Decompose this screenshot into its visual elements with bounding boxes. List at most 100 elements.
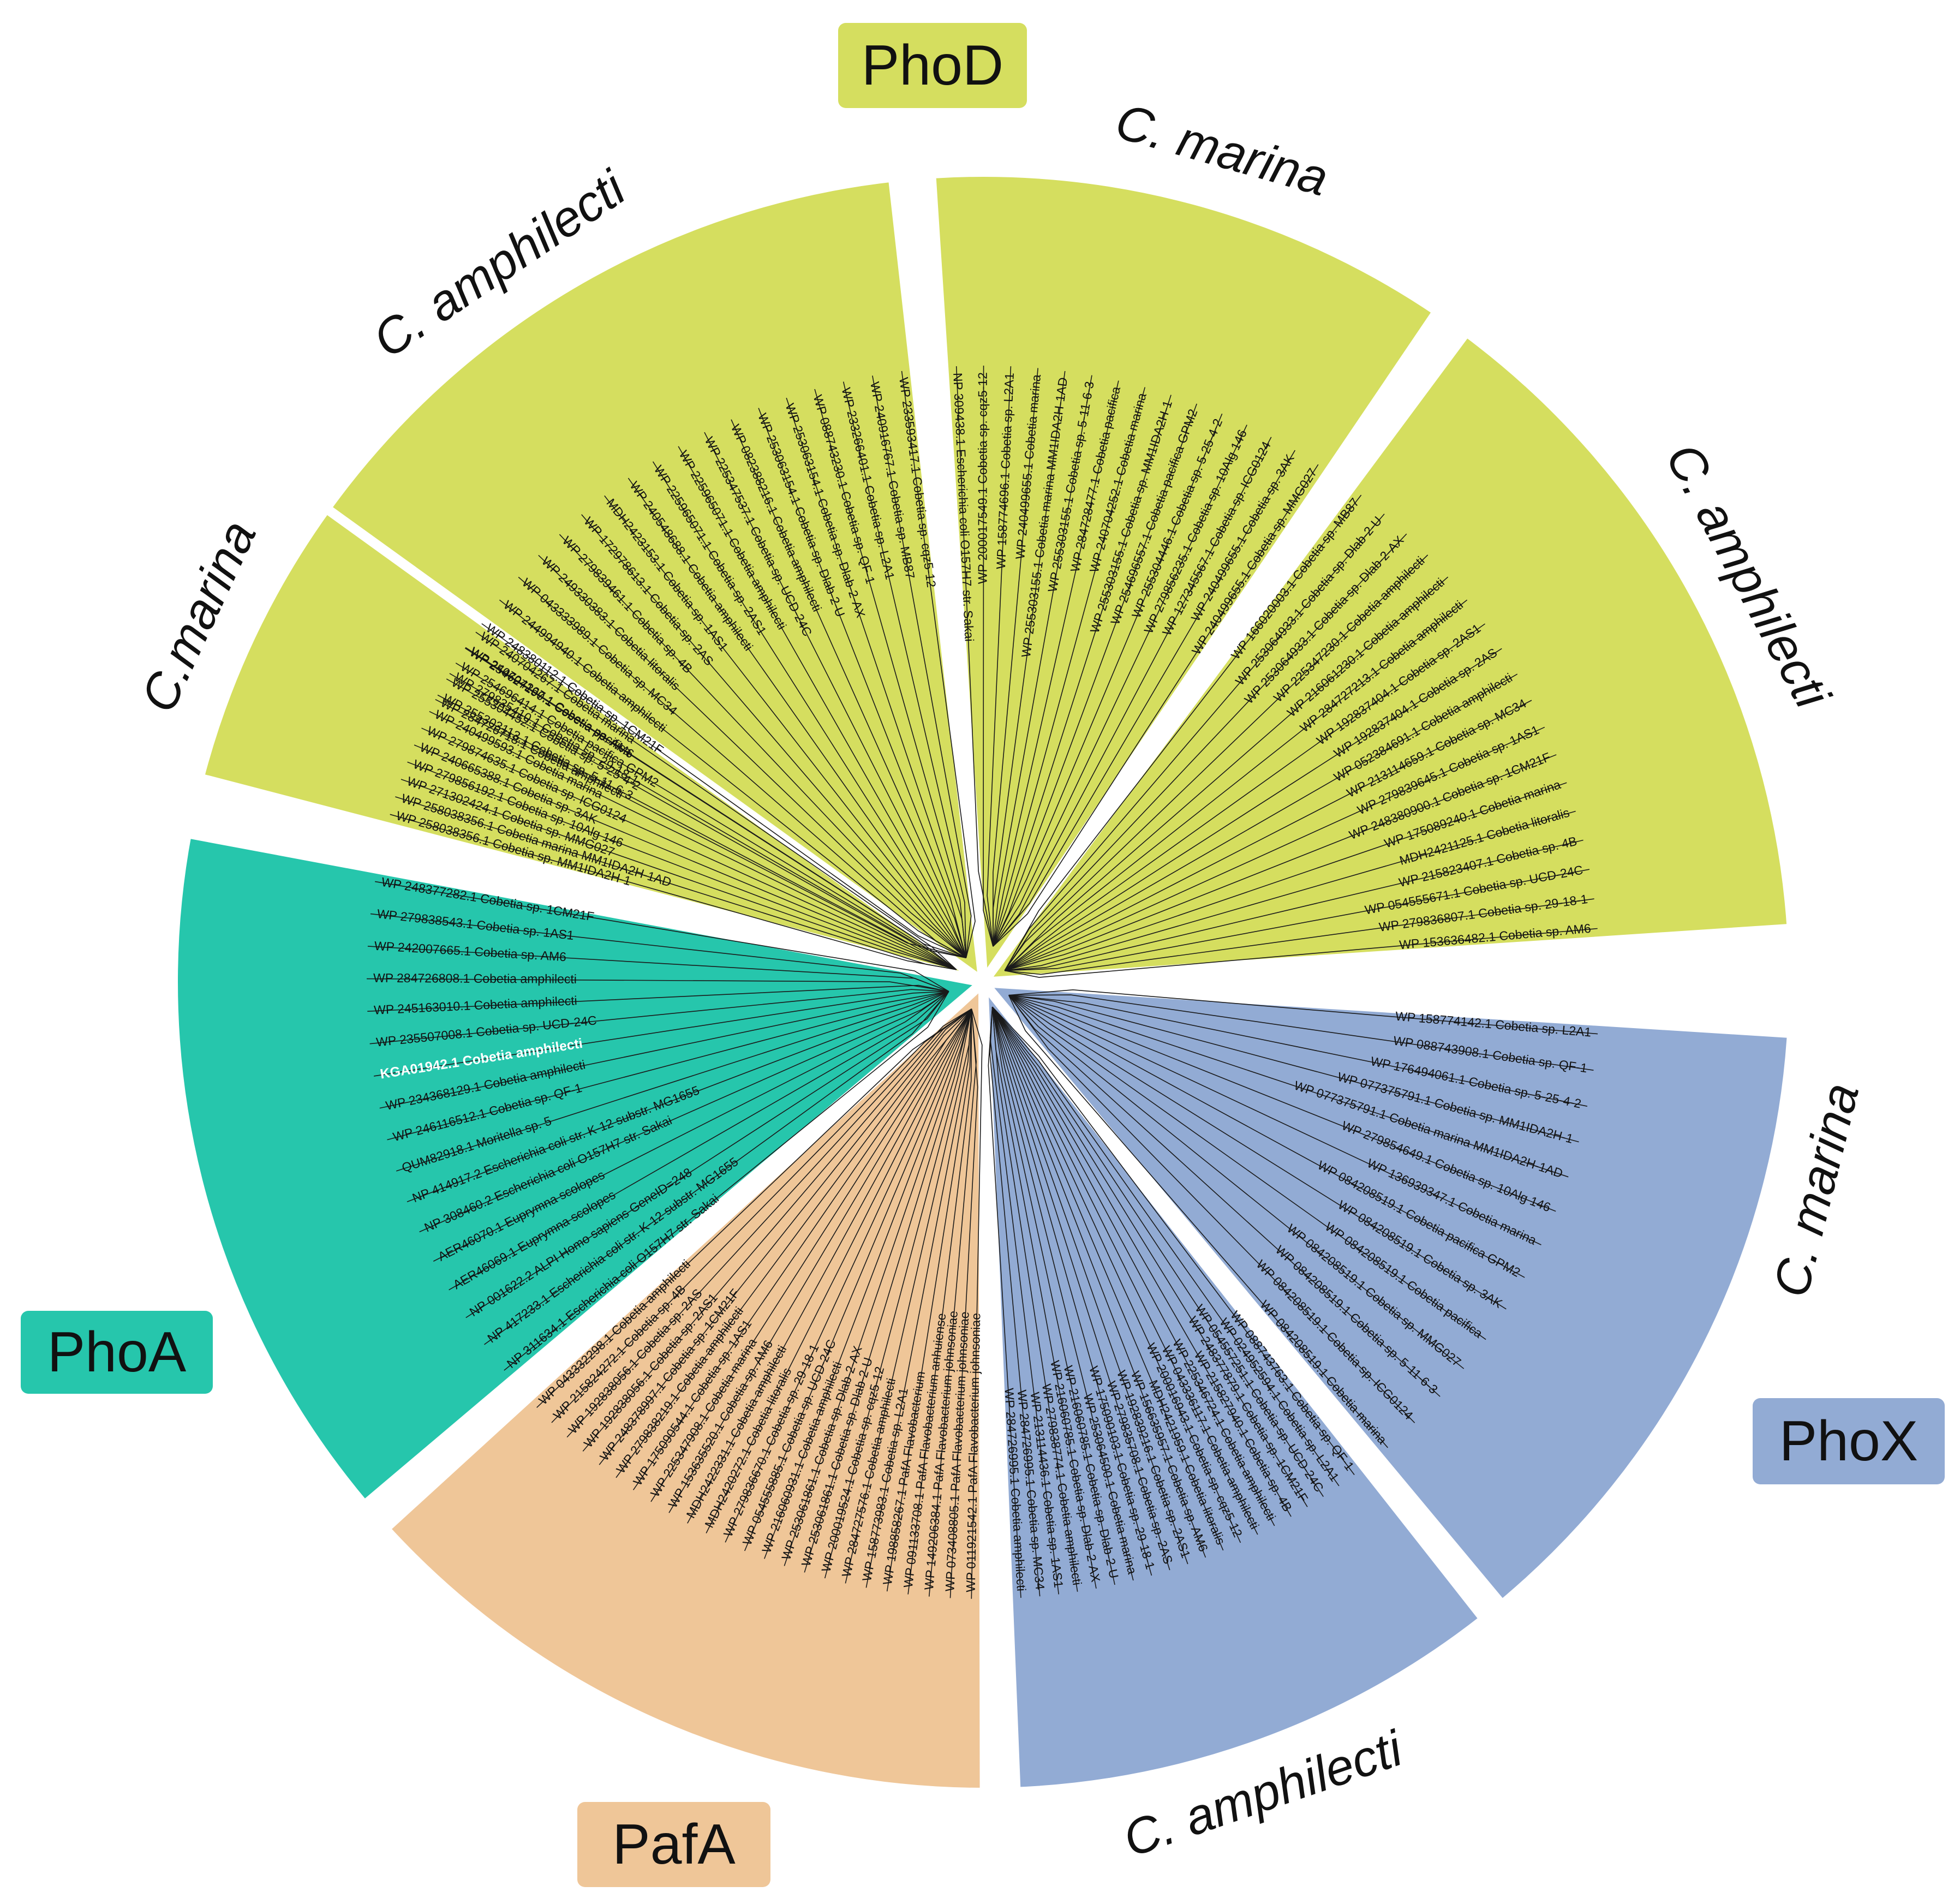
tree-branch: [1008, 994, 1525, 1278]
tree-branch: [678, 446, 967, 958]
tree-branch: [536, 1008, 972, 1408]
tree-branch: [1004, 623, 1485, 971]
tree-branch: [704, 432, 967, 958]
leaf-label: WP 200017549.1 Cobetia sp. cqz5-12: [975, 372, 989, 584]
tree-branch: [955, 366, 994, 947]
group-label-phox: PhoX: [1753, 1398, 1945, 1484]
tree-branch: [604, 495, 967, 958]
tree-branch: [367, 978, 949, 992]
tree-branch: [764, 1008, 972, 1559]
tree-branches: [367, 365, 1598, 1599]
tree-branch: [687, 1008, 972, 1524]
tree-branch: [407, 990, 949, 1202]
tree-branch: [824, 1008, 972, 1579]
tree-branch: [992, 1006, 1324, 1497]
group-label-phoa: PhoA: [21, 1311, 213, 1394]
tree-branch: [993, 371, 1066, 947]
tree-branch: [449, 673, 966, 959]
tree-branch: [1004, 700, 1532, 971]
tree-branch: [504, 991, 949, 1371]
tree-branch: [992, 1006, 1308, 1507]
tree-branch: [991, 1006, 1241, 1543]
tree-branch: [628, 478, 967, 958]
tree-branch: [374, 990, 949, 1077]
tree-branch: [370, 913, 949, 992]
tree-branch: [1008, 995, 1388, 1448]
tree-branch: [369, 989, 949, 1044]
tree-branch: [421, 727, 957, 970]
tree-branch: [518, 576, 966, 958]
tree-branch: [414, 744, 957, 970]
tree-branch: [435, 699, 966, 959]
tree-branch: [991, 1006, 1206, 1558]
tree-branch: [991, 1007, 1078, 1592]
tree-branch: [845, 1008, 972, 1584]
tree-branch: [449, 991, 949, 1291]
tree-branch: [1004, 782, 1567, 971]
tree-branch: [814, 389, 967, 958]
tree-branch: [455, 662, 957, 970]
tree-branch: [971, 1008, 983, 1599]
tree-branch: [725, 1008, 972, 1543]
tree-branch: [1004, 576, 1449, 971]
tree-branch: [993, 387, 1146, 947]
tree-branch: [1008, 989, 1598, 1035]
tree-branch: [1004, 554, 1429, 971]
sector-pafa: [378, 971, 990, 1798]
tree-branch: [1004, 648, 1502, 971]
tree-branch: [706, 1008, 972, 1533]
tree-branch: [446, 678, 957, 970]
tree-branch: [991, 1006, 1188, 1565]
tree-branch: [983, 365, 994, 947]
tree-branch: [481, 623, 966, 958]
tree-branch: [928, 1008, 977, 1597]
tree-branch: [1005, 810, 1576, 971]
tree-branch: [991, 1006, 1275, 1526]
tree-branch: [1008, 994, 1569, 1178]
tree-branch: [1008, 994, 1579, 1143]
tree-branch: [993, 413, 1223, 947]
tree-branch: [991, 1006, 1258, 1535]
tree-branch: [991, 1006, 1292, 1517]
tree-branch: [407, 761, 957, 970]
tree-branch: [991, 1006, 1170, 1571]
tree-branch: [429, 711, 957, 970]
tree-branch: [566, 1008, 972, 1438]
tree-branch: [465, 991, 949, 1318]
tree-branch: [1004, 673, 1518, 971]
tree-branch: [872, 375, 972, 958]
tree-branch: [1005, 898, 1594, 975]
tree-branch: [784, 1008, 972, 1566]
tree-branch: [632, 1008, 972, 1490]
tree-branch: [559, 534, 967, 958]
leaf-label: WP 284726808.1 Cobetia amphilecti: [373, 971, 577, 986]
tree-branch: [475, 631, 957, 970]
sector-backgrounds: [168, 167, 1797, 1798]
tree-branch: [1004, 599, 1468, 971]
tree-branch: [581, 514, 967, 958]
tree-branch: [484, 991, 949, 1345]
tree-branch: [1004, 514, 1385, 971]
tree-branch: [395, 796, 957, 970]
tree-branch: [387, 990, 949, 1141]
tree-branch: [419, 991, 949, 1233]
tree-branch: [1004, 726, 1545, 971]
tree-branch: [886, 1008, 972, 1592]
tree-branch: [401, 779, 957, 970]
tree-branch: [992, 1006, 1340, 1487]
tree-branch: [538, 554, 967, 958]
tree-branch: [907, 1008, 972, 1595]
tree-branch: [901, 371, 976, 958]
tree-branch: [1008, 995, 1507, 1310]
tree-branch: [993, 375, 1092, 947]
group-label-pafa: PafA: [577, 1802, 770, 1887]
tree-branch: [1005, 928, 1598, 978]
tree-branch: [993, 395, 1172, 947]
sector-phod: [973, 325, 1797, 988]
tree-branch: [1008, 994, 1594, 1071]
tree-branch: [988, 1007, 1021, 1598]
tree-branch: [744, 1008, 972, 1551]
tree-branch: [842, 381, 967, 958]
